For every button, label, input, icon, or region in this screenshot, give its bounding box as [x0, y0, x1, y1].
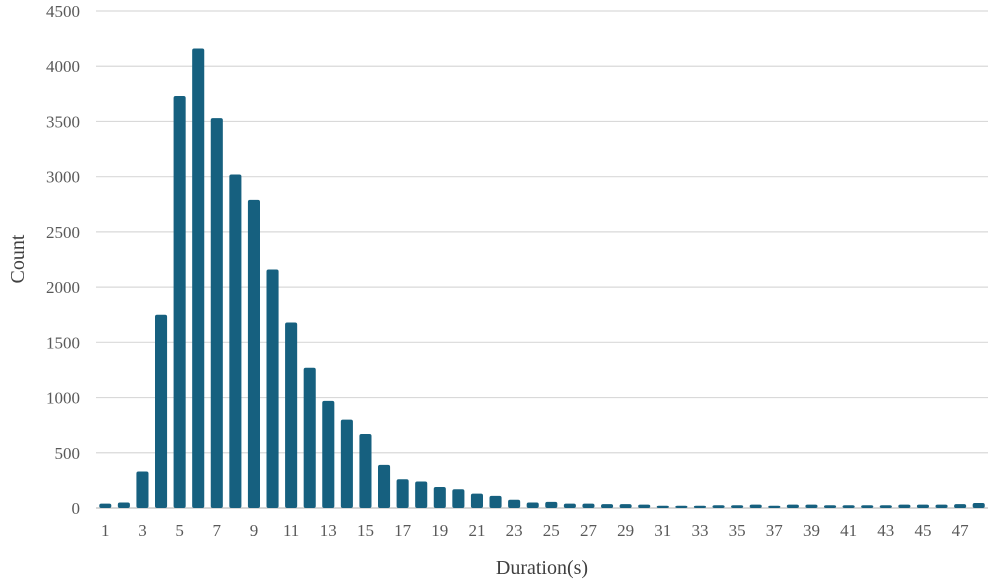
x-tick-label: 11: [283, 521, 299, 540]
bar-43: [879, 505, 892, 508]
bar-38: [786, 504, 799, 508]
bar-26: [563, 503, 576, 508]
bar-42: [861, 505, 874, 508]
y-tick-label: 3500: [46, 112, 80, 131]
y-axis-title: Count: [7, 234, 29, 283]
bar-14: [340, 419, 353, 508]
y-tick-label: 1000: [46, 389, 80, 408]
y-tick-label: 0: [72, 499, 81, 518]
bar-1: [99, 503, 112, 508]
x-tick-label: 47: [952, 521, 970, 540]
y-tick-label: 2500: [46, 223, 80, 242]
bar-48: [972, 503, 985, 508]
bar-47: [954, 504, 967, 508]
x-tick-label: 23: [506, 521, 523, 540]
y-tick-label: 4500: [46, 2, 80, 21]
bar-34: [712, 505, 725, 508]
bar-2: [117, 502, 130, 508]
bar-9: [247, 199, 260, 509]
x-tick-label: 25: [543, 521, 560, 540]
bar-29: [619, 504, 632, 508]
bar-20: [452, 489, 465, 508]
y-tick-label: 2000: [46, 278, 80, 297]
bar-41: [842, 505, 855, 508]
y-tick-label: 3000: [46, 168, 80, 187]
x-tick-label: 7: [213, 521, 222, 540]
bar-16: [378, 464, 391, 508]
bar-33: [693, 505, 706, 508]
y-tick-label: 4000: [46, 57, 80, 76]
x-tick-label: 9: [250, 521, 259, 540]
bar-22: [489, 495, 502, 508]
x-tick-label: 13: [320, 521, 337, 540]
bar-31: [656, 505, 669, 508]
x-tick-label: 33: [691, 521, 708, 540]
bar-12: [303, 367, 316, 508]
x-tick-label: 1: [101, 521, 110, 540]
bar-19: [433, 487, 446, 508]
bar-10: [266, 269, 279, 508]
bar-28: [601, 504, 614, 508]
x-tick-label: 17: [394, 521, 412, 540]
bars: [99, 48, 985, 509]
x-tick-label: 15: [357, 521, 374, 540]
x-tick-label: 37: [766, 521, 784, 540]
bar-4: [155, 314, 168, 508]
bar-40: [824, 505, 837, 508]
x-tick-label: 29: [617, 521, 634, 540]
x-tick-labels: 1 3 5 7 9 11 13 15 17 19 21 23 25 27 29 31 33 35 37 39 41 43 4…: [101, 521, 969, 540]
gridlines: [96, 10, 988, 509]
x-axis-title: Duration(s): [496, 557, 588, 579]
x-tick-label: 21: [468, 521, 485, 540]
bar-7: [210, 118, 223, 509]
x-tick-label: 41: [840, 521, 857, 540]
bar-13: [322, 400, 335, 508]
bar-35: [731, 505, 744, 508]
bar-11: [285, 322, 298, 508]
x-tick-label: 43: [877, 521, 894, 540]
bar-46: [935, 504, 948, 508]
x-tick-label: 31: [654, 521, 671, 540]
bar-37: [768, 505, 781, 508]
y-tick-label: 1500: [46, 333, 80, 352]
bar-15: [359, 434, 372, 508]
bar-8: [229, 174, 242, 509]
bar-3: [136, 471, 149, 508]
bar-23: [508, 499, 521, 508]
x-tick-label: 35: [729, 521, 746, 540]
x-tick-label: 19: [431, 521, 448, 540]
bar-45: [916, 504, 929, 508]
bar-27: [582, 503, 595, 508]
bar-24: [526, 502, 539, 508]
x-tick-label: 3: [138, 521, 147, 540]
y-tick-label: 500: [55, 444, 81, 463]
x-tick-label: 27: [580, 521, 598, 540]
x-tick-label: 45: [914, 521, 931, 540]
bar-44: [898, 504, 911, 508]
bar-25: [545, 501, 558, 508]
bar-18: [415, 481, 428, 508]
bar-5: [173, 96, 186, 508]
bar-21: [470, 493, 483, 508]
bar-36: [749, 504, 762, 508]
bar-6: [192, 48, 205, 508]
bar-30: [638, 504, 651, 508]
y-tick-labels: 0 500 1000 1500 2000 2500 3000 3500 4000 4500: [46, 2, 80, 518]
x-tick-label: 39: [803, 521, 820, 540]
bar-39: [805, 504, 818, 508]
x-tick-label: 5: [175, 521, 184, 540]
bar-17: [396, 479, 409, 508]
bar-32: [675, 505, 688, 508]
